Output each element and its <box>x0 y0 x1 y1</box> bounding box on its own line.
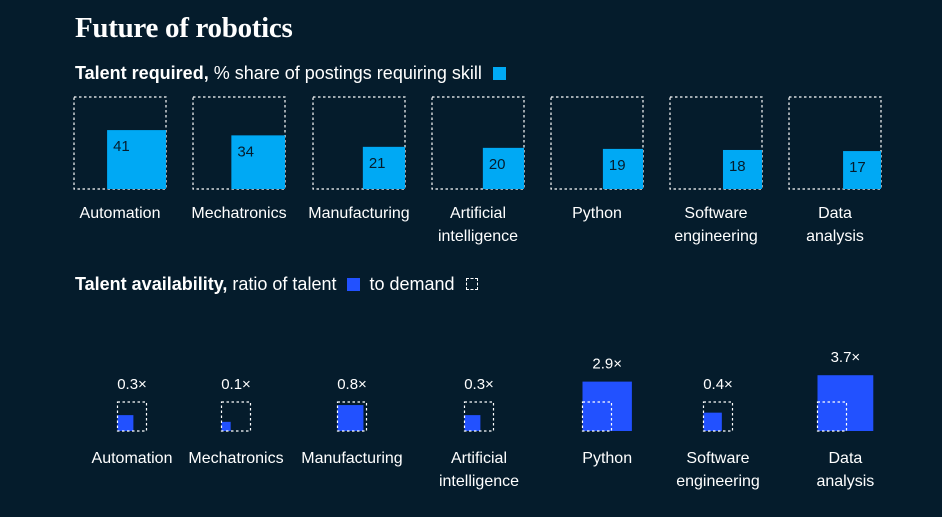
required-bar-automation <box>107 130 166 189</box>
availability-value-mechatronics: 0.1× <box>221 376 251 393</box>
required-label-python: Python <box>572 205 622 222</box>
talent-required-title: Talent required, <box>75 63 209 83</box>
availability-value-artificial-intelligence: 0.3× <box>464 376 494 393</box>
availability-bar-software-engineering <box>703 412 722 431</box>
availability-value-automation: 0.3× <box>117 376 147 393</box>
required-frame-software-engineering <box>669 96 763 190</box>
required-label-mechatronics: Mechatronics <box>191 205 286 222</box>
required-frame-artificial-intelligence <box>431 96 525 190</box>
required-label-artificial-intelligence: Artificial <box>450 205 506 222</box>
availability-bar-mechatronics <box>221 421 231 431</box>
availability-value-python: 2.9× <box>592 356 622 373</box>
availability-bar-artificial-intelligence <box>464 415 481 431</box>
required-label-software-engineering-line2: engineering <box>674 228 758 245</box>
demand-frame-automation <box>116 401 148 432</box>
availability-bar-data-analysis <box>817 375 874 431</box>
availability-bar-python <box>582 381 632 431</box>
availability-label-artificial-intelligence: Artificial <box>451 450 507 467</box>
required-label-data-analysis-line2: analysis <box>806 228 864 245</box>
required-label-artificial-intelligence-line2: intelligence <box>438 228 518 245</box>
availability-bar-manufacturing <box>337 405 364 431</box>
demand-frame-data-analysis <box>816 401 848 432</box>
demand-frame-python <box>581 401 613 432</box>
availability-label-artificial-intelligence-line2: intelligence <box>439 473 519 490</box>
demand-frame-manufacturing <box>336 401 368 432</box>
availability-label-manufacturing: Manufacturing <box>301 450 402 467</box>
talent-availability-description-end: to demand <box>369 274 455 294</box>
required-frame-manufacturing <box>312 96 406 190</box>
required-label-automation: Automation <box>80 205 161 222</box>
required-label-data-analysis: Data <box>818 205 852 222</box>
required-bar-software-engineering <box>722 149 762 189</box>
required-value-manufacturing: 21 <box>369 155 386 172</box>
required-value-automation: 41 <box>113 138 130 155</box>
talent-availability-subtitle: Talent availability, ratio of talent to … <box>75 274 482 295</box>
chart-title: Future of robotics <box>75 12 293 44</box>
required-value-software-engineering: 18 <box>729 158 746 175</box>
required-value-python: 19 <box>609 157 626 174</box>
availability-label-software-engineering-line2: engineering <box>676 473 760 490</box>
availability-value-data-analysis: 3.7× <box>831 349 861 366</box>
talent-required-description: % share of postings requiring skill <box>213 63 482 83</box>
required-label-manufacturing: Manufacturing <box>308 205 409 222</box>
required-bar-python <box>602 148 643 189</box>
required-bar-data-analysis <box>843 151 881 189</box>
required-frame-python <box>550 96 644 190</box>
availability-label-data-analysis: Data <box>828 450 862 467</box>
availability-label-data-analysis-line2: analysis <box>816 473 874 490</box>
required-label-software-engineering: Software <box>684 205 747 222</box>
demand-frame-mechatronics <box>220 401 252 432</box>
demand-legend-swatch <box>465 278 478 291</box>
availability-label-mechatronics: Mechatronics <box>188 450 283 467</box>
availability-label-automation: Automation <box>92 450 173 467</box>
availability-label-python: Python <box>582 450 632 467</box>
required-value-data-analysis: 17 <box>849 159 866 176</box>
availability-value-software-engineering: 0.4× <box>703 376 733 393</box>
availability-value-manufacturing: 0.8× <box>337 376 367 393</box>
required-value-mechatronics: 34 <box>237 143 254 160</box>
required-bar-mechatronics <box>231 135 285 189</box>
required-bar-manufacturing <box>362 146 405 189</box>
availability-bar-automation <box>117 415 134 431</box>
demand-frame-artificial-intelligence <box>463 401 495 432</box>
share-legend-swatch <box>492 66 506 80</box>
demand-frame-software-engineering <box>702 401 734 432</box>
talent-availability-title: Talent availability, <box>75 274 228 294</box>
talent-required-subtitle: Talent required, % share of postings req… <box>75 63 510 84</box>
required-bar-artificial-intelligence <box>482 147 524 189</box>
required-value-artificial-intelligence: 20 <box>489 156 506 173</box>
availability-label-software-engineering: Software <box>686 450 749 467</box>
talent-legend-swatch <box>347 277 361 291</box>
talent-availability-description: ratio of talent <box>232 274 337 294</box>
required-frame-data-analysis <box>788 96 882 190</box>
